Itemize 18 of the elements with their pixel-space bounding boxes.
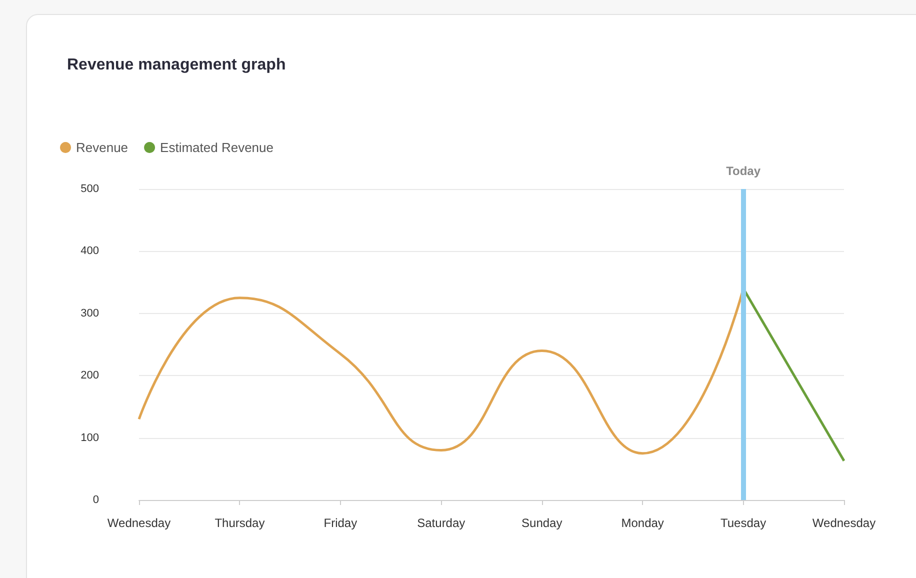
y-tick-label: 100: [80, 432, 99, 444]
y-tick-label: 200: [80, 370, 99, 382]
legend-label: Estimated Revenue: [160, 140, 274, 155]
chart-title: Revenue management graph: [67, 56, 286, 74]
x-tick-label: Saturday: [417, 516, 466, 530]
legend-label: Revenue: [76, 140, 128, 155]
ref-line-label: Today: [726, 164, 761, 178]
x-tick-label: Tuesday: [720, 516, 766, 530]
x-tick-label: Monday: [621, 516, 664, 530]
x-tick-label: Sunday: [522, 516, 562, 530]
y-tick-label: 500: [80, 183, 99, 195]
y-tick-label: 300: [80, 307, 99, 320]
x-tick-label: Wednesday: [812, 516, 876, 530]
x-tick-label: Friday: [324, 516, 358, 530]
x-tick-label: Thursday: [214, 516, 265, 530]
y-tick-label: 0: [92, 494, 99, 506]
y-tick-label: 400: [80, 245, 99, 258]
x-tick-label: Wednesday: [107, 516, 171, 530]
